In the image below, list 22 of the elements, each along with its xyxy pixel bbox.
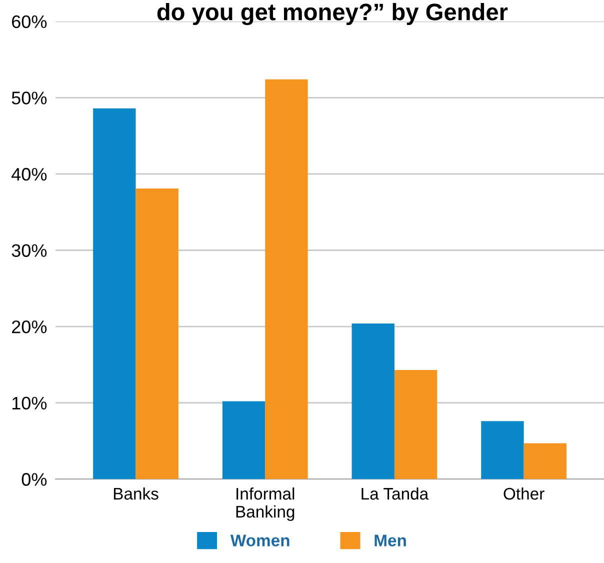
- y-tick-label: 40%: [12, 168, 47, 181]
- y-tick-label: 30%: [12, 244, 47, 257]
- y-tick-label: 60%: [12, 15, 47, 28]
- chart-title: do you get money?” by Gender: [157, 3, 508, 26]
- x-tick-label: Informal Banking: [236, 487, 294, 521]
- bar: [222, 401, 266, 480]
- x-tick-label: Banks: [114, 487, 158, 500]
- legend-label: Women: [230, 534, 290, 546]
- bar: [394, 370, 438, 480]
- bar: [524, 443, 566, 480]
- y-tick-label: 10%: [12, 396, 47, 410]
- x-tick-label: Other: [504, 487, 544, 500]
- bar: [136, 188, 178, 480]
- y-tick-label: 20%: [12, 320, 47, 334]
- bar: [481, 421, 524, 480]
- y-tick-label: 50%: [12, 92, 47, 104]
- bar: [352, 323, 394, 480]
- x-tick-label: La Tanda: [362, 487, 429, 500]
- legend-label: Men: [374, 534, 406, 546]
- bar: [93, 108, 136, 480]
- bar: [265, 79, 308, 480]
- y-tick-label: 0%: [22, 473, 47, 486]
